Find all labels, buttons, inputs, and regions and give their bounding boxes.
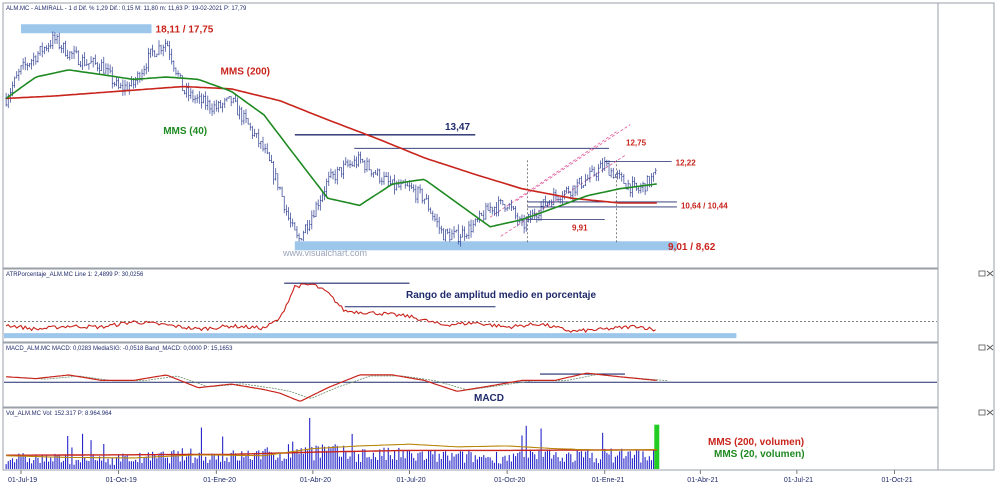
date-tick-label: 01-Oct-21 [882,477,913,484]
macd-panel[interactable]: MACD_ALM.MC MACD: 0,0283 MediaSIG: -0,05… [2,342,956,408]
macd-window-controls[interactable] [978,344,994,351]
level-12-22-label: 12,22 [676,158,697,167]
trend-channel-line [516,124,631,201]
date-tick-label: 01-Ene-20 [203,477,236,484]
window-close-icon[interactable] [986,409,994,416]
price-watermark: www.visualchart.com [282,248,367,258]
mms200-line [6,85,657,204]
atr-panel-title: Rango de amplitud medio en porcentaje [406,290,596,301]
date-tick-label: 01-Ene-21 [592,477,625,484]
right-axis-strip [937,2,995,471]
atr-panel[interactable]: ATRPorcentaje_ALM.MC Line 1: 2,4899 P: 3… [2,268,952,343]
date-tick-label: 01-Jul-20 [396,477,425,484]
volume-panel[interactable]: Vol_ALM.MC Vol: 152.317 P: 8.964.964 500… [2,407,995,471]
support-bottom-label: 9,01 / 8,62 [668,242,716,253]
volume-panel-header: Vol_ALM.MC Vol: 152.317 P: 8.964.964 [6,411,112,417]
resistance-top-band [20,24,152,34]
date-tick-label: 01-Oct-20 [494,477,525,484]
window-maximize-icon[interactable] [978,270,986,277]
macd-panel-header: MACD_ALM.MC MACD: 0,0283 MediaSIG: -0,05… [6,346,233,352]
atr-window-controls[interactable] [978,270,994,277]
window-maximize-icon[interactable] [978,409,986,416]
volume-bar-last [654,424,660,469]
date-tick-label: 01-Abr-21 [687,477,718,484]
mms40-line [5,69,657,228]
window-close-icon[interactable] [986,270,994,277]
volume-legend-mms20: MMS (20, volumen) [714,449,805,460]
atr-panel-frame [2,268,939,343]
window-maximize-icon[interactable] [978,344,986,351]
date-tick-label: 01-Abr-20 [300,477,331,484]
volume-mms200-line [6,449,657,456]
mms40-label: MMS (40) [163,126,207,137]
price-panel-frame [2,2,939,269]
level-13-47-label: 13,47 [445,122,470,133]
date-tick-label: 01-Jul-19 [8,477,37,484]
price-panel-header: ALM.MC - ALMIRALL - 1 d Dif. % 1,29 Dif.… [6,6,247,12]
atr-series-line [5,283,656,334]
date-axis: 01-Jul-19 01-Oct-19 01-Ene-20 01-Abr-20 01-J… [4,469,937,484]
atr-panel-header: ATRPorcentaje_ALM.MC Line 1: 2,4899 P: 3… [6,272,144,278]
level-9-91-label: 9,91 [572,223,588,232]
volume-window-controls[interactable] [978,409,994,416]
atr-base-band [4,333,737,339]
volume-legend-mms200: MMS (200, volumen) [708,437,804,448]
level-10-64-label: 10,64 / 10,44 [681,201,728,210]
level-12-75-label: 12,75 [626,138,647,147]
macd-series-line [6,372,657,402]
resistance-top-label: 18,11 / 17,75 [156,25,214,36]
date-tick-label: 01-Oct-19 [106,477,137,484]
volume-mms20-line [6,443,657,459]
support-bottom-band [294,241,677,251]
window-close-icon[interactable] [986,344,994,351]
macd-panel-frame [2,342,939,408]
mms200-label: MMS (200) [221,67,270,78]
price-panel[interactable]: ALM.MC - ALMIRALL - 1 d Dif. % 1,29 Dif.… [2,2,958,272]
date-tick-label: 01-Jul-21 [784,477,813,484]
macd-panel-title: MACD [474,393,504,404]
